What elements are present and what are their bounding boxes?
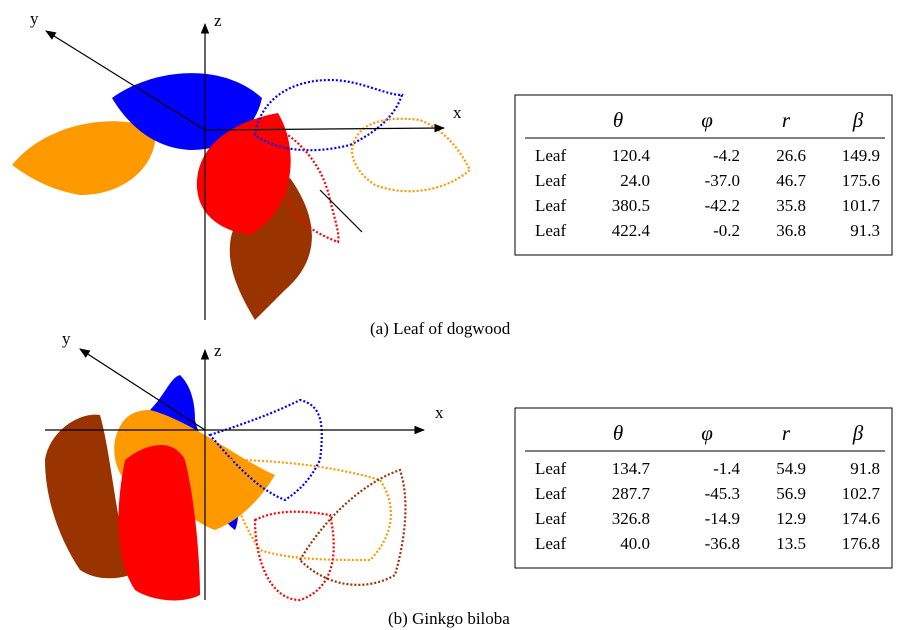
- axis-label: x: [453, 103, 462, 122]
- table-cell: 13.5: [776, 534, 806, 553]
- figure: x y z x y z (a) Leaf of dogwood (b) Gink…: [0, 0, 900, 630]
- table-cell: 54.9: [776, 459, 806, 478]
- table-cell: 91.3: [850, 221, 880, 240]
- panel-a-drawing: x y z: [12, 9, 470, 320]
- table-cell: Leaf: [535, 484, 566, 503]
- y-axis-neg: [320, 190, 362, 232]
- table-cell: Leaf: [535, 146, 566, 165]
- table-cell: 26.6: [776, 146, 806, 165]
- table-cell: -42.2: [705, 196, 740, 215]
- table-cell: Leaf: [535, 509, 566, 528]
- table-cell: 326.8: [612, 509, 650, 528]
- panel-b-drawing: x y z: [45, 329, 444, 601]
- table-header: θ: [613, 108, 623, 132]
- table-cell: 46.7: [776, 171, 806, 190]
- caption: (b) Ginkgo biloba: [388, 609, 510, 628]
- table-cell: -37.0: [705, 171, 740, 190]
- table-cell: 102.7: [842, 484, 881, 503]
- table-header: θ: [613, 421, 623, 445]
- leaf-outline: [352, 119, 470, 191]
- table-header: β: [852, 108, 864, 132]
- table-cell: Leaf: [535, 534, 566, 553]
- table-cell: 24.0: [620, 171, 650, 190]
- table-cell: -14.9: [705, 509, 740, 528]
- table-cell: Leaf: [535, 221, 566, 240]
- table-header: φ: [701, 421, 713, 445]
- table-cell: -45.3: [705, 484, 740, 503]
- table-header: r: [782, 421, 791, 445]
- axis-label: y: [30, 9, 39, 28]
- axis-label: z: [214, 11, 222, 30]
- table-cell: Leaf: [535, 459, 566, 478]
- axis-label: z: [214, 341, 222, 360]
- table-cell: -36.8: [705, 534, 740, 553]
- table-cell: Leaf: [535, 196, 566, 215]
- axis-label: x: [435, 403, 444, 422]
- table-cell: Leaf: [535, 171, 566, 190]
- table-cell: 380.5: [612, 196, 650, 215]
- leaf-outline: [255, 512, 334, 600]
- axis-label: y: [62, 329, 71, 348]
- table-cell: -0.2: [713, 221, 740, 240]
- table-header: φ: [701, 108, 713, 132]
- table-cell: 40.0: [620, 534, 650, 553]
- table-cell: 91.8: [850, 459, 880, 478]
- table-cell: 120.4: [612, 146, 651, 165]
- table-header: β: [852, 421, 864, 445]
- table-cell: 56.9: [776, 484, 806, 503]
- leaf: [12, 121, 156, 195]
- table-cell: -1.4: [713, 459, 740, 478]
- table-header: r: [782, 108, 791, 132]
- table-cell: 134.7: [612, 459, 651, 478]
- table-cell: 36.8: [776, 221, 806, 240]
- table-cell: 422.4: [612, 221, 651, 240]
- table-cell: 35.8: [776, 196, 806, 215]
- caption: (a) Leaf of dogwood: [370, 319, 511, 338]
- table-cell: 174.6: [842, 509, 880, 528]
- table-cell: 176.8: [842, 534, 880, 553]
- table-cell: 287.7: [612, 484, 651, 503]
- table-cell: 175.6: [842, 171, 880, 190]
- table-cell: 101.7: [842, 196, 881, 215]
- table-cell: -4.2: [713, 146, 740, 165]
- table-cell: 12.9: [776, 509, 806, 528]
- table-cell: 149.9: [842, 146, 880, 165]
